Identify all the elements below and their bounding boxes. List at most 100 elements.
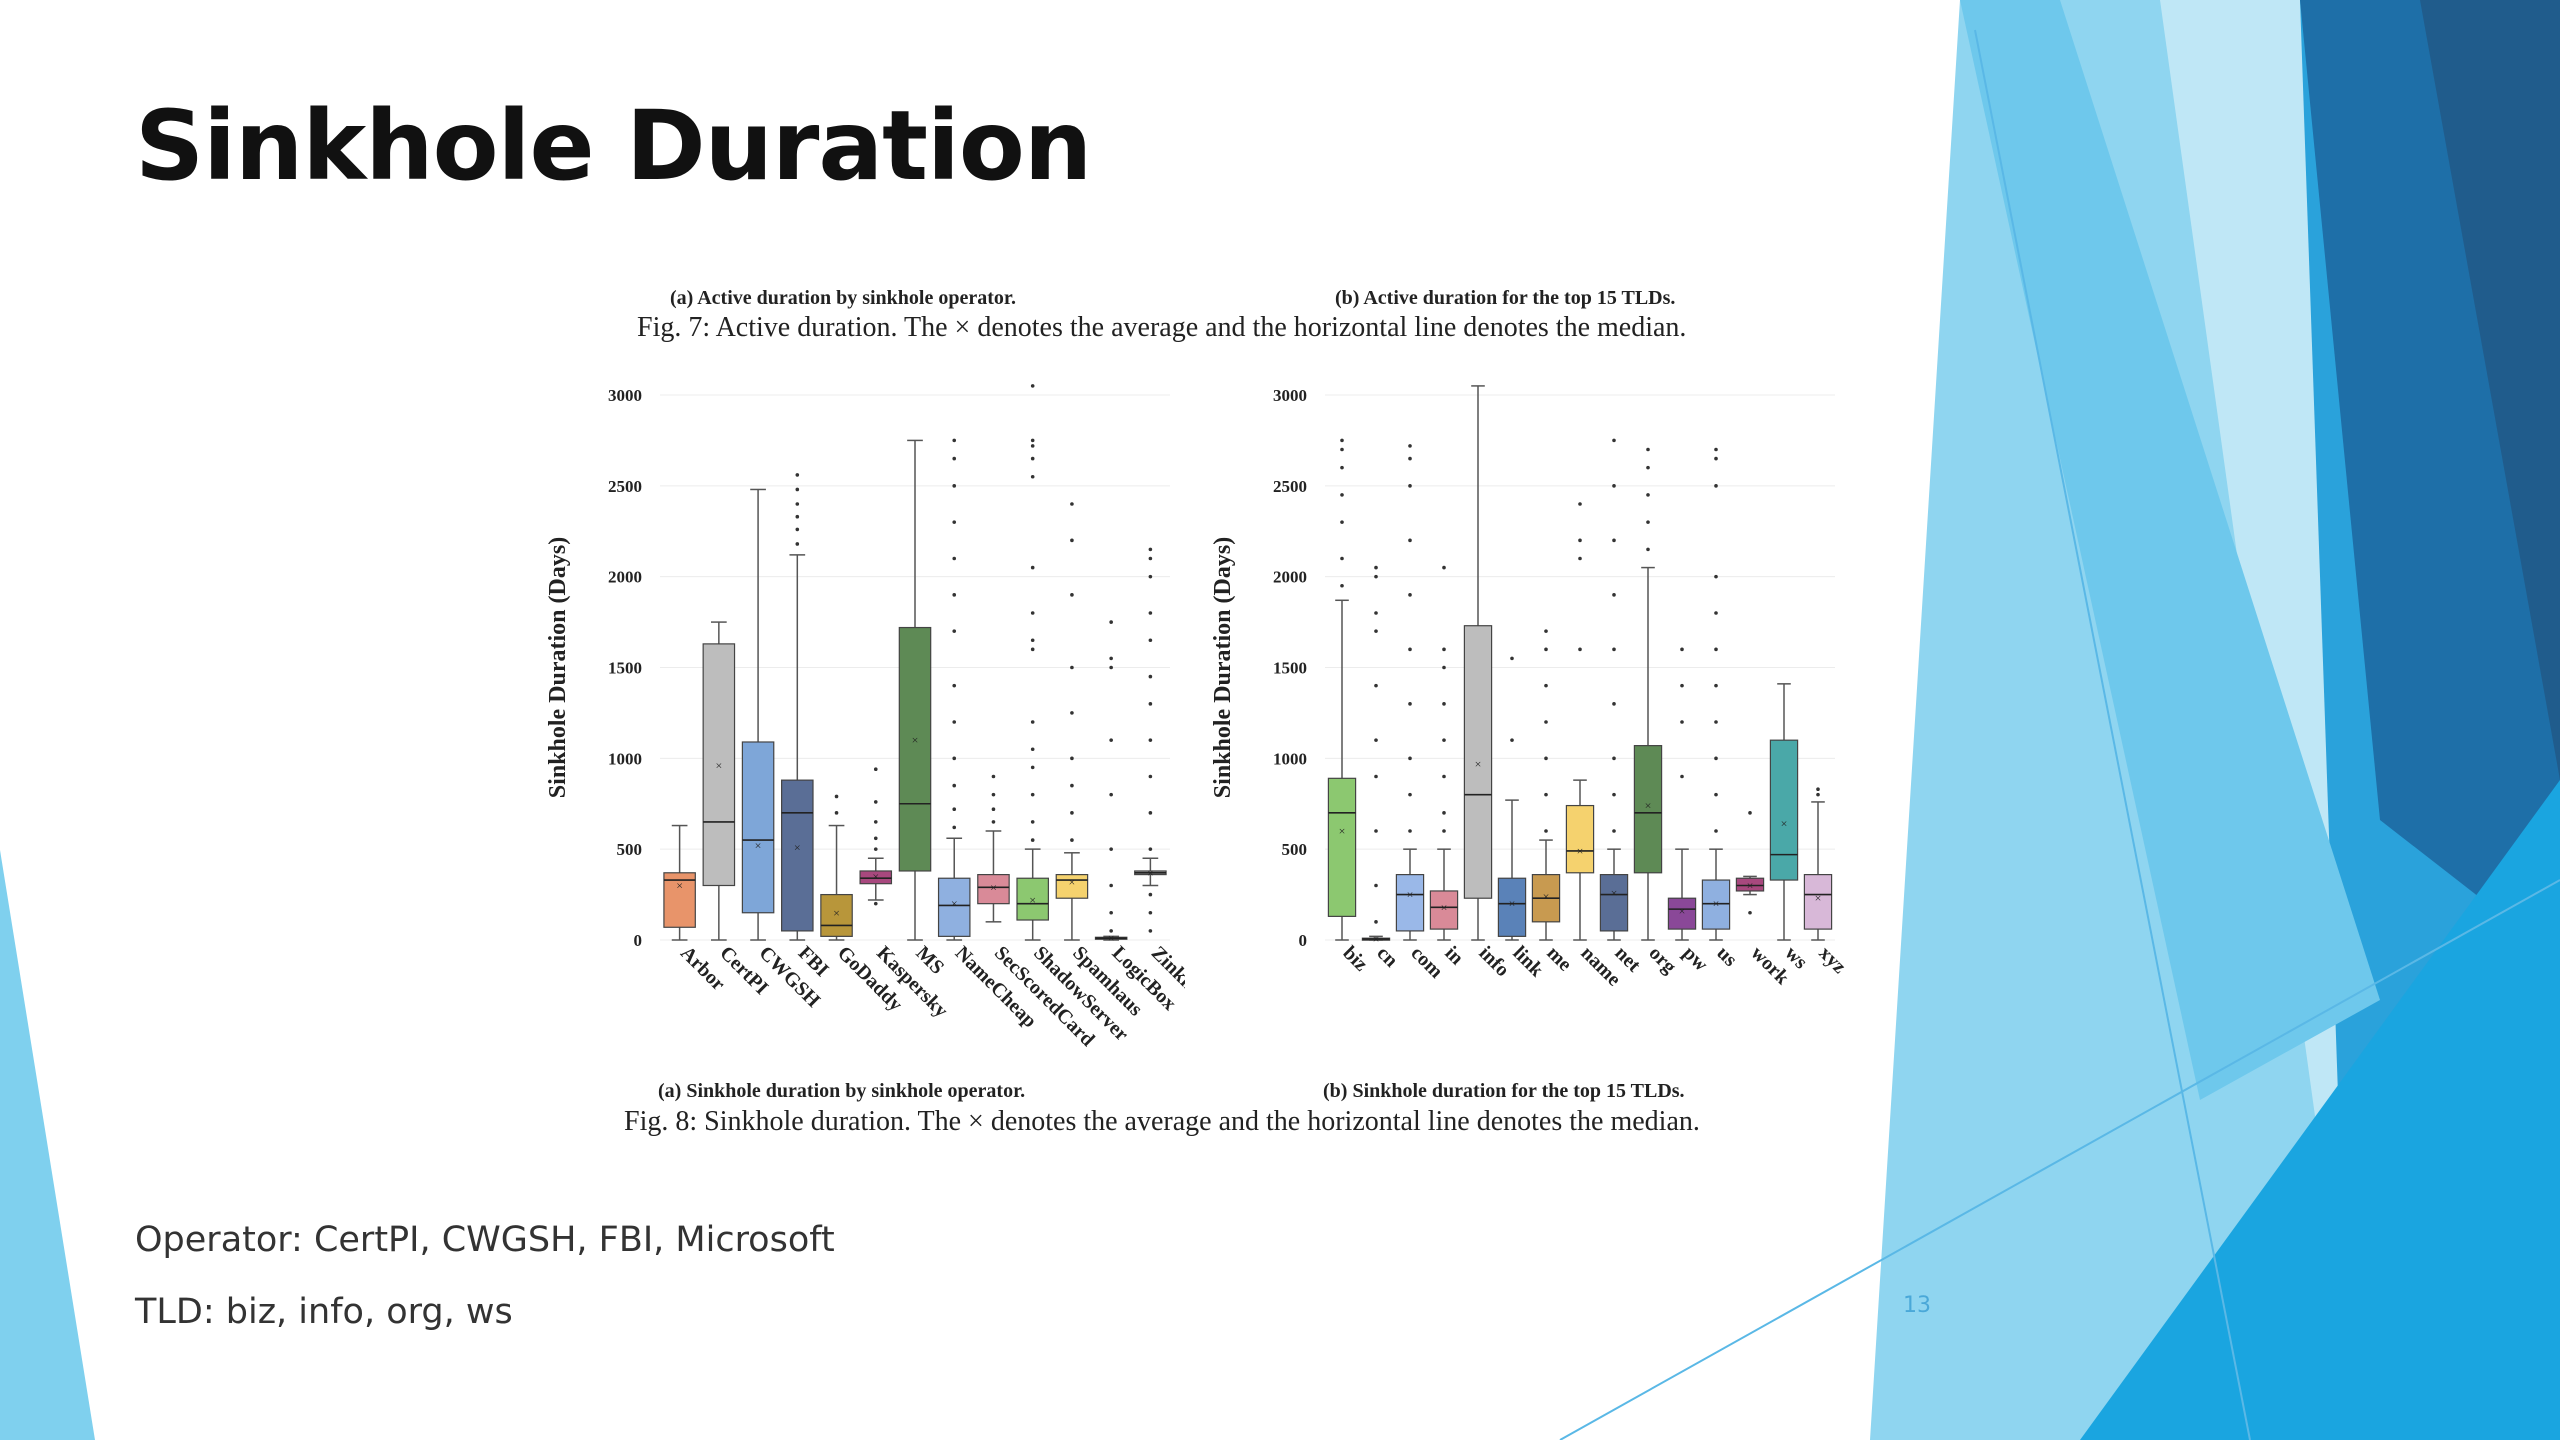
operator-outlier-point: [1109, 656, 1113, 661]
tld-outlier-point: [1646, 465, 1650, 470]
tld-mean-marker: ×: [1509, 897, 1516, 911]
operator-outlier-point: [1070, 711, 1074, 715]
tld-outlier-point: [1408, 756, 1412, 761]
tld-outlier-point: [1374, 738, 1378, 742]
bullet-tld: TLD: biz, info, org, ws: [135, 1292, 513, 1332]
operator-box-FBI: [781, 779, 814, 932]
tld-xtick-label: work: [1746, 942, 1794, 990]
tld-outlier-point: [1714, 720, 1718, 724]
operator-outlier-point: [952, 683, 957, 688]
operator-outlier-point: [952, 484, 957, 488]
operator-outlier-point: [952, 756, 957, 761]
tld-y-axis-label: Sinkhole Duration (Days): [1210, 537, 1236, 798]
operator-box-GoDaddy: [820, 893, 853, 937]
operator-mean-marker: ×: [715, 759, 722, 773]
tld-box-biz: [1327, 777, 1357, 917]
tld-ytick-label: 3000: [1273, 386, 1307, 405]
tld-outlier-point: [1544, 720, 1548, 724]
operator-outlier-point: [1109, 929, 1113, 933]
tld-outlier-point: [1374, 565, 1378, 570]
operator-outlier-point: [1070, 783, 1074, 788]
operator-outlier-point: [952, 825, 957, 830]
tld-ytick-label: 0: [1299, 931, 1308, 950]
operator-box-ShadowServer: [1016, 877, 1049, 921]
decor-panel-darker: [2420, 0, 2560, 780]
tld-xtick-label: me: [1542, 942, 1576, 976]
tld-outlier-point: [1408, 456, 1412, 461]
operator-mean-marker: ×: [676, 879, 683, 893]
operator-outlier-point: [1109, 620, 1113, 624]
operator-outlier-point: [1070, 538, 1074, 543]
tld-xtick-label: info: [1474, 942, 1513, 981]
tld-box-pw: [1667, 897, 1697, 930]
tld-mean-marker: ×: [1407, 888, 1414, 902]
tld-outlier-point: [1544, 683, 1548, 688]
operator-box-Arbor: [663, 872, 696, 928]
operator-outlier-point: [795, 527, 800, 532]
operator-outlier-point: [991, 820, 996, 824]
operator-outlier-point: [991, 792, 996, 797]
tld-outlier-point: [1714, 611, 1718, 615]
tld-box-us: [1701, 879, 1731, 930]
tld-outlier-point: [1374, 574, 1378, 579]
operator-outlier-point: [1030, 438, 1035, 443]
operator-ytick-label: 3000: [608, 386, 642, 405]
operator-mean-marker: ×: [912, 733, 919, 747]
tld-box-link: [1497, 877, 1527, 937]
tld-xtick-label: pw: [1678, 942, 1712, 976]
operator-outlier-point: [1030, 611, 1035, 615]
tld-outlier-point: [1714, 574, 1718, 579]
tld-outlier-point: [1408, 444, 1412, 448]
operator-outlier-point: [1148, 910, 1153, 915]
tld-ytick-label: 500: [1282, 840, 1308, 859]
tld-outlier-point: [1680, 720, 1684, 724]
decor-panel-light2: [1870, 0, 2360, 1440]
tld-outlier-point: [1578, 556, 1582, 561]
tld-outlier-point: [1612, 756, 1616, 761]
operator-outlier-point: [1070, 665, 1074, 670]
tld-outlier-point: [1340, 583, 1344, 588]
operator-outlier-point: [1070, 838, 1074, 842]
tld-box-name: [1565, 804, 1595, 874]
decor-left-triangle: [0, 850, 95, 1440]
operator-outlier-point: [1030, 384, 1035, 388]
box-plot-operator: 0 500 1000 1500 2000 2500 3000 Sinkhole Duratio…: [545, 384, 1185, 1051]
operator-outlier-point: [1030, 820, 1035, 824]
tld-box-info: [1463, 625, 1493, 899]
operator-box-Kaspersky: [859, 870, 893, 885]
operator-outlier-point: [1070, 502, 1074, 506]
operator-outlier-point: [873, 820, 878, 824]
operator-box-MS: [898, 626, 932, 872]
operator-outlier-point: [1030, 720, 1035, 724]
tld-box-ws: [1769, 739, 1799, 881]
operator-ytick-label: 2500: [608, 477, 642, 496]
tld-xtick-label: com: [1406, 942, 1447, 983]
tld-mean-marker: ×: [1747, 879, 1754, 893]
tld-outlier-point: [1646, 520, 1650, 524]
tld-outlier-point: [1748, 910, 1752, 915]
operator-outlier-point: [1148, 774, 1153, 779]
slide-title: Sinkhole Duration: [135, 90, 1092, 202]
operator-outlier-point: [952, 629, 957, 633]
operator-outlier-point: [1148, 929, 1153, 933]
tld-outlier-point: [1612, 438, 1616, 443]
operator-outlier-point: [1030, 647, 1035, 652]
tld-outlier-point: [1374, 683, 1378, 688]
tld-xtick-label: biz: [1338, 942, 1372, 976]
operator-outlier-point: [834, 794, 839, 799]
operator-ytick-label: 500: [617, 840, 643, 859]
tld-outlier-point: [1442, 665, 1446, 670]
tld-outlier-point: [1408, 647, 1412, 652]
tld-outlier-point: [1510, 738, 1514, 742]
tld-outlier-point: [1680, 774, 1684, 779]
tld-outlier-point: [1612, 792, 1616, 797]
fig8-subcaption-b: (b) Sinkhole duration for the top 15 TLD…: [1323, 1080, 1685, 1102]
operator-box-CertPI: [702, 643, 736, 887]
tld-outlier-point: [1374, 883, 1378, 888]
tld-outlier-point: [1714, 484, 1718, 488]
tld-outlier-point: [1680, 683, 1684, 688]
tld-outlier-point: [1544, 756, 1548, 761]
operator-ytick-label: 2000: [608, 568, 642, 587]
tld-outlier-point: [1442, 565, 1446, 570]
operator-outlier-point: [1030, 444, 1035, 448]
